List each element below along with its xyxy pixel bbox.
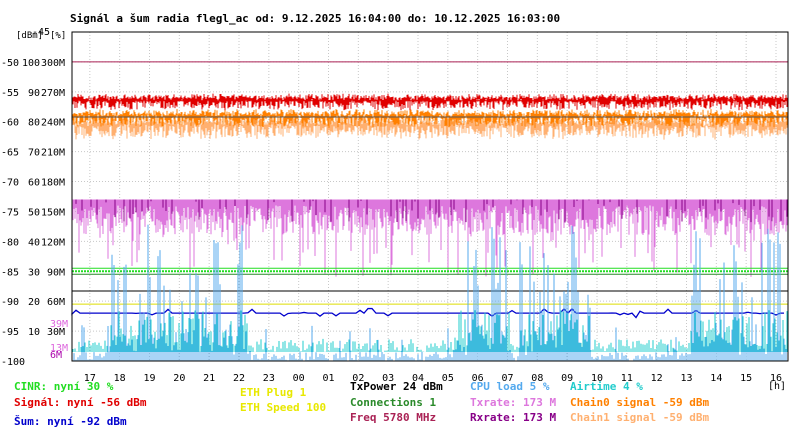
y-dbm-tick-label: -50 xyxy=(1,58,19,69)
y-rate-tick-label: 90M xyxy=(47,267,65,278)
x-tick-label: 09 xyxy=(561,373,573,384)
y-dbm-tick-label: -45 xyxy=(32,27,50,38)
x-tick-label: 02 xyxy=(352,373,364,384)
plot-area xyxy=(71,31,789,362)
x-tick-label: 12 xyxy=(651,373,663,384)
x-tick-label: 05 xyxy=(442,373,454,384)
y-pct-tick-label: 10 xyxy=(28,327,40,338)
x-tick-label: 07 xyxy=(501,373,513,384)
x-tick-label: 00 xyxy=(293,373,305,384)
dbm-unit-label: [dBm] xyxy=(16,31,44,41)
x-tick-label: 01 xyxy=(322,373,334,384)
y-pct-tick-label: 30 xyxy=(28,267,40,278)
rxrate-series xyxy=(75,199,788,223)
y-dbm-tick-label: -75 xyxy=(1,207,19,218)
y-dbm-tick-label: -85 xyxy=(1,267,19,278)
legend-eth-speed: ETH Speed 100 xyxy=(240,401,327,414)
x-tick-label: 03 xyxy=(382,373,394,384)
legend-cpu: CPU load 5 % xyxy=(470,380,550,393)
x-tick-label: 17 xyxy=(84,373,96,384)
legend-txrate: Txrate: 173 M xyxy=(470,396,557,409)
inner-rate-mark: 6M xyxy=(50,350,62,361)
y-rate-tick-label: 210M xyxy=(41,148,65,159)
legend-cinr: CINR: nyní 30 % xyxy=(14,380,114,393)
legend-noise: Šum: nyní -92 dBm xyxy=(14,415,127,428)
x-tick-label: 13 xyxy=(680,373,692,384)
inner-rate-mark: 39M xyxy=(50,319,68,330)
y-rate-tick-label: 300M xyxy=(41,58,65,69)
x-tick-label: 11 xyxy=(621,373,633,384)
y-dbm-tick-label: -90 xyxy=(1,297,19,308)
y-rate-tick-label: 60M xyxy=(47,297,65,308)
x-tick-label: 21 xyxy=(203,373,215,384)
percent-unit-label: [%] xyxy=(50,31,67,41)
y-rate-tick-label: 30M xyxy=(47,327,65,338)
legend-txpower: TxPower 24 dBm xyxy=(350,380,443,393)
plot-border xyxy=(71,31,789,362)
y-rate-tick-label: 240M xyxy=(41,118,65,129)
y-rate-tick-label: 270M xyxy=(41,88,65,99)
y-dbm-tick-label: -80 xyxy=(1,237,19,248)
y-pct-tick-label: 90 xyxy=(28,88,40,99)
legend-rxrate: Rxrate: 173 M xyxy=(470,411,557,424)
y-rate-tick-label: 150M xyxy=(41,207,65,218)
y-pct-tick-label: 40 xyxy=(28,237,40,248)
y-dbm-tick-label: -60 xyxy=(1,118,19,129)
y-dbm-tick-label: -95 xyxy=(1,327,19,338)
y-dbm-tick-label: -55 xyxy=(1,88,19,99)
x-tick-label: 14 xyxy=(710,373,722,384)
y-pct-tick-label: 20 xyxy=(28,297,40,308)
y-pct-tick-label: 60 xyxy=(28,178,40,189)
x-tick-label: 20 xyxy=(173,373,185,384)
inner-rate-mark: 13M xyxy=(50,343,68,354)
x-tick-label: 18 xyxy=(114,373,126,384)
txrate-series xyxy=(72,199,788,277)
y-dbm-tick-label: -70 xyxy=(1,178,19,189)
y-dbm-tick-label: -65 xyxy=(1,148,19,159)
x-tick-label: 10 xyxy=(591,373,603,384)
y-pct-tick-label: 50 xyxy=(28,207,40,218)
x-tick-label: 19 xyxy=(143,373,155,384)
x-tick-label: 06 xyxy=(472,373,484,384)
y-rate-tick-label: 120M xyxy=(41,237,65,248)
legend-chain0: Chain0 signal -59 dBm xyxy=(570,396,710,409)
y-pct-tick-label: 70 xyxy=(28,148,40,159)
y-pct-tick-label: 80 xyxy=(28,118,40,129)
y-rate-tick-label: 180M xyxy=(41,178,65,189)
legend-airtime: Airtime 4 % xyxy=(570,380,643,393)
noise-series xyxy=(71,307,784,319)
legend-freq: Freq 5780 MHz xyxy=(350,411,437,424)
legend-connections: Connections 1 xyxy=(350,396,437,409)
legend-eth-plug: ETH Plug 1 xyxy=(240,386,307,399)
y-pct-tick-label: 100 xyxy=(22,58,40,69)
x-tick-label: 15 xyxy=(740,373,752,384)
hour-unit-label: [h] xyxy=(768,381,786,392)
x-tick-label: 22 xyxy=(233,373,245,384)
x-tick-label: 16 xyxy=(770,373,782,384)
y-dbm-tick-label: -100 xyxy=(1,357,25,368)
legend-chain1: Chain1 signal -59 dBm xyxy=(570,411,710,424)
x-tick-label: 04 xyxy=(412,373,424,384)
airtime-series xyxy=(72,310,788,353)
x-tick-label: 08 xyxy=(531,373,543,384)
cpu-load-series xyxy=(73,224,787,361)
chart-title: Signál a šum radia flegl_ac od: 9.12.202… xyxy=(70,12,561,25)
legend-signal: Signál: nyní -56 dBm xyxy=(14,396,147,409)
x-tick-label: 23 xyxy=(263,373,275,384)
